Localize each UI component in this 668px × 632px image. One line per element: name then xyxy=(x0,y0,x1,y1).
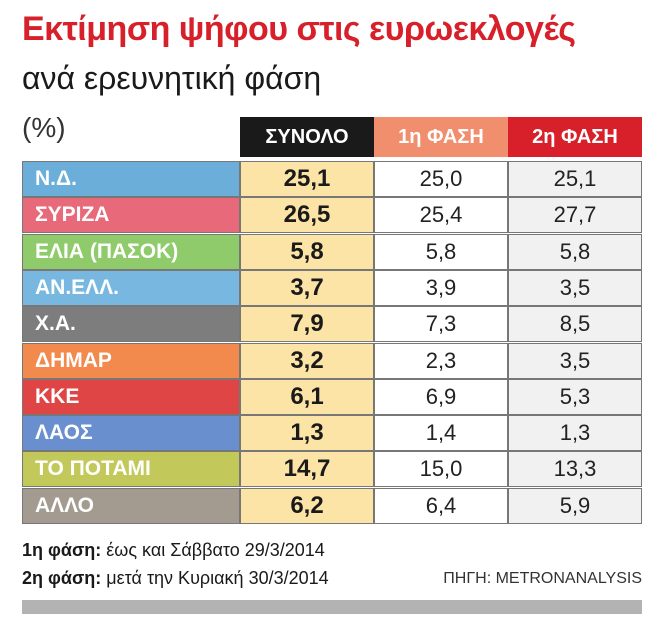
note-phase2-text: μετά την Κυριακή 30/3/2014 xyxy=(106,568,329,588)
p1-value-cell: 3,9 xyxy=(374,269,508,306)
party-name-cell: ΤΟ ΠΟΤΑΜΙ xyxy=(22,451,240,488)
column-header-total: ΣΥΝΟΛΟ xyxy=(240,117,374,157)
total-value-cell: 26,5 xyxy=(240,197,374,234)
party-name-cell: Ν.Δ. xyxy=(22,161,240,197)
p2-value-cell: 1,3 xyxy=(508,415,642,452)
party-name-cell: ΔΗΜΑΡ xyxy=(22,342,240,379)
table-row: Ν.Δ. 25,1 25,0 25,1 xyxy=(22,161,642,197)
party-name-cell: ΑΝ.ΕΛΛ. xyxy=(22,269,240,306)
total-value-cell: 1,3 xyxy=(240,415,374,452)
note-phase1-label: 1η φάση: xyxy=(22,540,102,560)
p2-value-cell: 25,1 xyxy=(508,161,642,197)
p2-value-cell: 8,5 xyxy=(508,306,642,343)
p2-value-cell: 27,7 xyxy=(508,197,642,234)
p1-value-cell: 6,9 xyxy=(374,378,508,415)
note-phase2-label: 2η φάση: xyxy=(22,568,102,588)
p2-value-cell: 3,5 xyxy=(508,269,642,306)
p1-value-cell: 6,4 xyxy=(374,487,508,524)
total-value-cell: 25,1 xyxy=(240,161,374,197)
party-name-cell: Χ.Α. xyxy=(22,306,240,343)
p1-value-cell: 7,3 xyxy=(374,306,508,343)
p2-value-cell: 3,5 xyxy=(508,342,642,379)
table-row: ΑΛΛΟ 6,2 6,4 5,9 xyxy=(22,487,642,524)
party-name-cell: ΛΑΟΣ xyxy=(22,415,240,452)
total-value-cell: 6,2 xyxy=(240,487,374,524)
total-value-cell: 6,1 xyxy=(240,378,374,415)
total-value-cell: 14,7 xyxy=(240,451,374,488)
p1-value-cell: 25,4 xyxy=(374,197,508,234)
total-value-cell: 3,7 xyxy=(240,269,374,306)
p2-value-cell: 13,3 xyxy=(508,451,642,488)
unit-label: (%) xyxy=(22,112,66,143)
chart-title: Εκτίμηση ψήφου στις ευρωεκλογές xyxy=(22,10,576,48)
table-row: ΚΚΕ 6,1 6,9 5,3 xyxy=(22,378,642,415)
table-row: ΕΛΙΑ (ΠΑΣΟΚ) 5,8 5,8 5,8 xyxy=(22,233,642,270)
p1-value-cell: 25,0 xyxy=(374,161,508,197)
total-value-cell: 5,8 xyxy=(240,233,374,270)
total-value-cell: 3,2 xyxy=(240,342,374,379)
table-row: ΤΟ ΠΟΤΑΜΙ 14,7 15,0 13,3 xyxy=(22,451,642,488)
source-label: ΠΗΓΗ: METRONANALYSIS xyxy=(443,570,642,587)
table-row: Χ.Α. 7,9 7,3 8,5 xyxy=(22,306,642,343)
note-phase1: 1η φάση: έως και Σάββατο 29/3/2014 xyxy=(22,540,325,561)
column-header-phase2: 2η ΦΑΣΗ xyxy=(508,117,642,157)
party-name-cell: ΣΥΡΙΖΑ xyxy=(22,197,240,234)
table-row: ΔΗΜΑΡ 3,2 2,3 3,5 xyxy=(22,342,642,379)
note-phase1-text: έως και Σάββατο 29/3/2014 xyxy=(106,540,325,560)
table-row: ΑΝ.ΕΛΛ. 3,7 3,9 3,5 xyxy=(22,269,642,306)
party-name-cell: ΕΛΙΑ (ΠΑΣΟΚ) xyxy=(22,233,240,270)
p1-value-cell: 5,8 xyxy=(374,233,508,270)
p1-value-cell: 15,0 xyxy=(374,451,508,488)
p1-value-cell: 1,4 xyxy=(374,415,508,452)
party-name-cell: ΑΛΛΟ xyxy=(22,487,240,524)
p2-value-cell: 5,8 xyxy=(508,233,642,270)
note-phase2: 2η φάση: μετά την Κυριακή 30/3/2014 xyxy=(22,568,329,589)
table-row: ΣΥΡΙΖΑ 26,5 25,4 27,7 xyxy=(22,197,642,234)
bottom-divider-bar xyxy=(22,600,642,614)
p2-value-cell: 5,9 xyxy=(508,487,642,524)
p2-value-cell: 5,3 xyxy=(508,378,642,415)
party-name-cell: ΚΚΕ xyxy=(22,378,240,415)
column-header-phase1: 1η ΦΑΣΗ xyxy=(374,117,508,157)
total-value-cell: 7,9 xyxy=(240,306,374,343)
p1-value-cell: 2,3 xyxy=(374,342,508,379)
table-row: ΛΑΟΣ 1,3 1,4 1,3 xyxy=(22,415,642,452)
chart-subtitle: ανά ερευνητική φάση xyxy=(22,60,322,96)
